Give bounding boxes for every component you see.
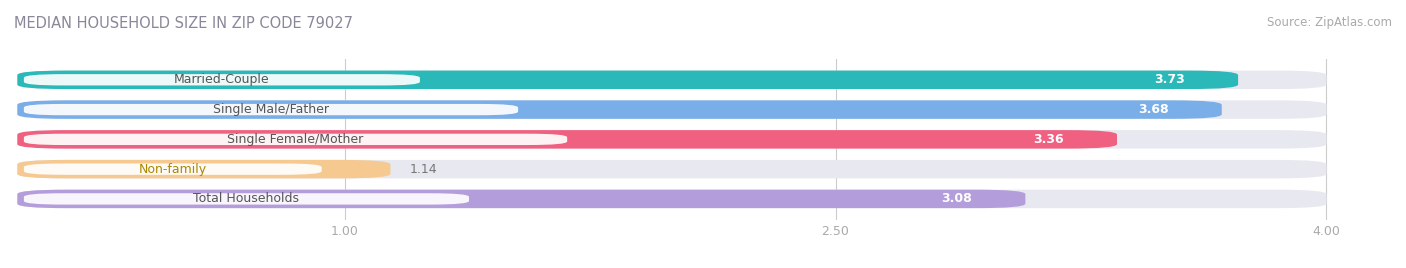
Text: Non-family: Non-family (139, 163, 207, 176)
FancyBboxPatch shape (24, 104, 517, 115)
FancyBboxPatch shape (17, 100, 1222, 119)
Text: Total Households: Total Households (194, 192, 299, 205)
FancyBboxPatch shape (17, 70, 1326, 89)
FancyBboxPatch shape (1091, 104, 1215, 115)
FancyBboxPatch shape (24, 74, 420, 85)
Text: 3.08: 3.08 (941, 192, 972, 205)
Text: MEDIAN HOUSEHOLD SIZE IN ZIP CODE 79027: MEDIAN HOUSEHOLD SIZE IN ZIP CODE 79027 (14, 16, 353, 31)
Text: 3.36: 3.36 (1033, 133, 1063, 146)
FancyBboxPatch shape (17, 160, 391, 178)
FancyBboxPatch shape (24, 134, 567, 145)
FancyBboxPatch shape (17, 190, 1326, 208)
FancyBboxPatch shape (17, 130, 1116, 148)
Text: 3.68: 3.68 (1137, 103, 1168, 116)
FancyBboxPatch shape (24, 193, 470, 204)
Text: 1.14: 1.14 (411, 163, 437, 176)
FancyBboxPatch shape (17, 130, 1326, 148)
FancyBboxPatch shape (17, 190, 1025, 208)
FancyBboxPatch shape (17, 160, 1326, 178)
Text: Source: ZipAtlas.com: Source: ZipAtlas.com (1267, 16, 1392, 29)
Text: Married-Couple: Married-Couple (174, 73, 270, 86)
FancyBboxPatch shape (24, 163, 322, 175)
FancyBboxPatch shape (894, 193, 1019, 204)
Text: 3.73: 3.73 (1154, 73, 1185, 86)
FancyBboxPatch shape (986, 134, 1111, 145)
Text: Single Female/Mother: Single Female/Mother (228, 133, 364, 146)
Text: Single Male/Father: Single Male/Father (212, 103, 329, 116)
FancyBboxPatch shape (17, 70, 1239, 89)
FancyBboxPatch shape (1107, 74, 1232, 85)
FancyBboxPatch shape (17, 100, 1326, 119)
